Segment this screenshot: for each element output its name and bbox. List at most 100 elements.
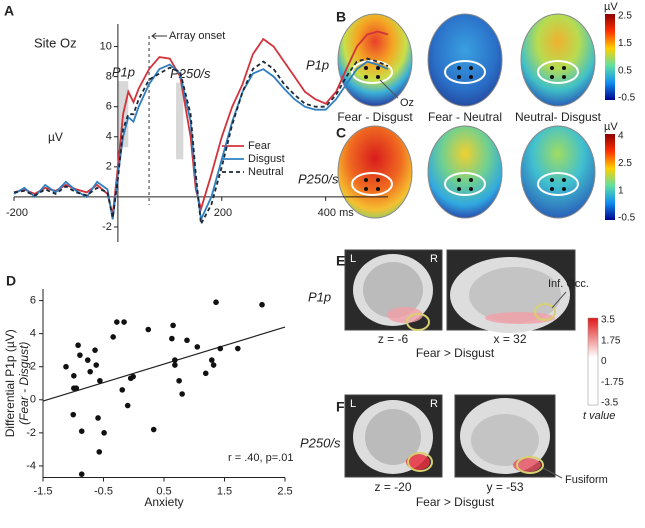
point — [101, 430, 107, 436]
y-tick-label: 4 — [106, 131, 112, 143]
x-axis-label: Anxiety — [144, 495, 183, 509]
point — [78, 428, 85, 435]
point — [217, 345, 224, 352]
caption: Neutral- Disgust — [515, 110, 602, 124]
point — [150, 426, 157, 433]
point — [145, 326, 152, 333]
panel-c: C P250/s µV — [298, 121, 618, 220]
roi — [407, 452, 433, 472]
row-label: P1p — [306, 57, 329, 72]
slice-label: z = -20 — [374, 480, 411, 494]
point — [194, 344, 201, 350]
electrodes — [364, 178, 566, 191]
brain — [363, 262, 423, 318]
colorbar — [605, 134, 615, 220]
region-label: Inf. Occ. — [548, 278, 589, 290]
point — [176, 377, 182, 384]
point — [114, 319, 120, 325]
panel-letter: D — [6, 273, 16, 289]
onset-label: Array onset — [169, 30, 225, 42]
chart-title: Site Oz — [34, 35, 77, 50]
point — [92, 347, 98, 353]
roi-ellipses — [351, 172, 579, 196]
point — [202, 370, 209, 377]
point — [75, 342, 81, 349]
colorbar-tick-label: 3.5 — [601, 315, 615, 326]
series-line — [13, 30, 389, 216]
side-label: R — [430, 398, 438, 410]
point — [172, 357, 178, 363]
contrast-label: Fear > Disgust — [416, 495, 495, 509]
y-tick-label: 0 — [30, 394, 36, 406]
y-tick-label: 6 — [30, 294, 36, 306]
colorbar-tick-label: -1.75 — [601, 377, 624, 388]
point — [96, 449, 103, 455]
caption: Fear - Neutral — [428, 110, 502, 124]
colorbar — [587, 317, 599, 406]
colorbar-tick-label: -0.5 — [618, 93, 636, 104]
colorbar-tick-label: 1 — [618, 185, 624, 196]
panel-f: F P250/s L R z = -20 y = -53 Fear > Disg… — [300, 394, 608, 509]
point — [172, 362, 178, 368]
brain — [469, 267, 561, 323]
roi — [406, 313, 430, 331]
y-tick-label: 6 — [106, 101, 112, 113]
y-tick-label: 10 — [100, 40, 112, 52]
roi — [534, 303, 556, 321]
electrode-label: Oz — [400, 97, 414, 109]
onset-arrow — [151, 32, 168, 40]
y-tick-label: -4 — [26, 460, 36, 472]
point — [63, 363, 69, 370]
y-tick-label: 8 — [106, 71, 112, 83]
panel-e: E P1p L R z = -6 x = 32 Fear > Disgust I… — [308, 249, 615, 422]
x-tick-label: -1.5 — [34, 485, 53, 497]
colorbar-unit: µV — [604, 121, 618, 133]
x-tick-label: 2.5 — [277, 485, 292, 497]
contrast-label: Fear > Disgust — [416, 346, 495, 360]
y-tick-label: 2 — [106, 161, 112, 173]
panel-letter: B — [336, 9, 346, 25]
point — [208, 357, 215, 363]
pointer — [379, 79, 399, 99]
point — [259, 301, 265, 308]
colorbar-tick-label: -0.5 — [618, 213, 636, 224]
row-label: P1p — [308, 289, 331, 304]
colorbar-tick-label: 0.5 — [618, 65, 632, 76]
colorbar-tick-label: -3.5 — [601, 398, 619, 409]
point — [95, 415, 101, 421]
point — [119, 387, 126, 393]
colorbar-tick-label: 1.75 — [601, 335, 621, 346]
point — [121, 319, 127, 325]
annotation: r = .40, p=.01 — [228, 452, 293, 464]
side-label: R — [430, 253, 438, 265]
point — [93, 362, 100, 368]
x-tick-label: 1.5 — [217, 485, 232, 497]
colorbar-tick-label: 0 — [601, 356, 607, 367]
point — [235, 345, 241, 352]
point — [210, 362, 217, 368]
roi-ellipses — [351, 60, 579, 84]
point — [130, 373, 136, 380]
point — [169, 335, 175, 342]
region-label: Fusiform — [565, 474, 608, 486]
fit-line — [42, 326, 286, 402]
panel-letter: C — [336, 125, 346, 141]
topomap — [337, 125, 413, 219]
legend-label: Disgust — [248, 153, 285, 165]
y-tick-label: 2 — [30, 361, 36, 373]
point — [70, 411, 77, 418]
pointer — [542, 467, 563, 479]
panel-letter: E — [336, 253, 345, 269]
activation — [513, 458, 541, 472]
pointer — [551, 291, 567, 309]
point — [124, 402, 131, 409]
colorbar-tick-label: 1.5 — [618, 38, 632, 49]
point — [213, 299, 219, 306]
point — [184, 337, 190, 344]
point — [77, 352, 83, 358]
colorbar — [605, 14, 615, 100]
slice-label: y = -53 — [486, 480, 523, 494]
row-label: P250/s — [300, 435, 341, 450]
slice-label: x = 32 — [493, 332, 526, 346]
roi — [516, 456, 544, 474]
